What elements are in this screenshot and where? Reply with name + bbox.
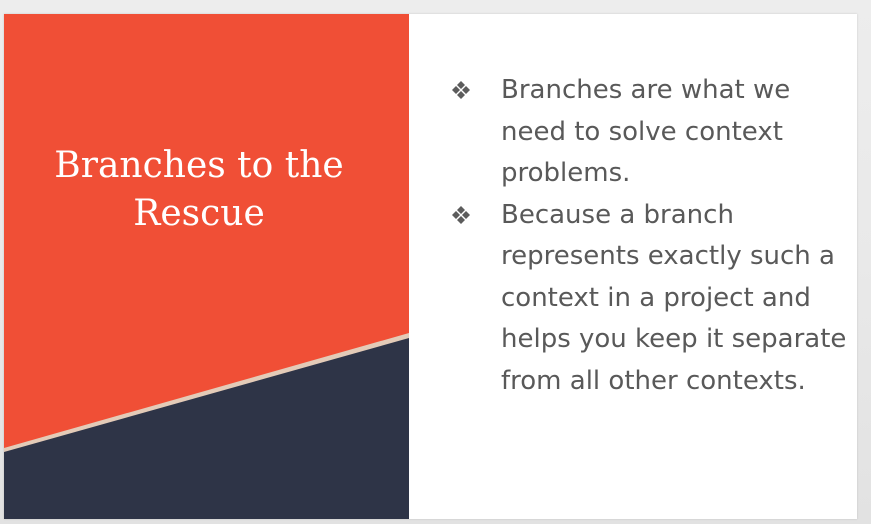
- content-panel: Branches are what we need to solve conte…: [409, 14, 857, 519]
- diamond-bullet-icon: [452, 81, 470, 99]
- bullet-item: Branches are what we need to solve conte…: [447, 70, 849, 195]
- bullet-text: Branches are what we need to solve conte…: [501, 75, 791, 188]
- title-panel: Branches to the Rescue: [4, 14, 409, 519]
- bullet-item: Because a branch represents exactly such…: [447, 195, 849, 403]
- bullet-text: Because a branch represents exactly such…: [501, 199, 847, 396]
- slide-title: Branches to the Rescue: [54, 145, 344, 234]
- bullet-list: Branches are what we need to solve conte…: [447, 70, 849, 402]
- title-panel-background: [4, 14, 409, 519]
- diamond-bullet-icon: [452, 205, 470, 224]
- slide: Branches to the Rescue Branches are what…: [4, 14, 857, 519]
- dark-corner-shape: [4, 338, 409, 519]
